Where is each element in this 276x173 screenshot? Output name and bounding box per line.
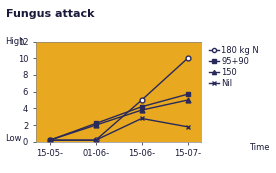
Text: High: High xyxy=(6,37,25,46)
180 kg N xyxy=(48,139,51,141)
Text: Time: Time xyxy=(249,143,269,152)
150 xyxy=(186,99,189,101)
95+90 xyxy=(94,122,97,125)
Nil xyxy=(94,139,97,141)
180 kg N xyxy=(140,99,143,101)
95+90 xyxy=(140,106,143,108)
180 kg N xyxy=(94,139,97,141)
150 xyxy=(140,109,143,111)
Text: Low: Low xyxy=(6,134,22,143)
Line: 150: 150 xyxy=(47,98,190,143)
150 xyxy=(94,124,97,126)
Legend: 180 kg N, 95+90, 150, Nil: 180 kg N, 95+90, 150, Nil xyxy=(209,46,259,88)
95+90 xyxy=(48,139,51,141)
Line: Nil: Nil xyxy=(47,116,190,143)
Nil xyxy=(140,117,143,120)
150 xyxy=(48,139,51,141)
Text: Fungus attack: Fungus attack xyxy=(6,9,94,19)
Line: 95+90: 95+90 xyxy=(47,92,190,143)
Nil xyxy=(48,139,51,141)
180 kg N xyxy=(186,57,189,59)
Nil xyxy=(186,126,189,128)
95+90 xyxy=(186,93,189,95)
Line: 180 kg N: 180 kg N xyxy=(47,56,190,143)
